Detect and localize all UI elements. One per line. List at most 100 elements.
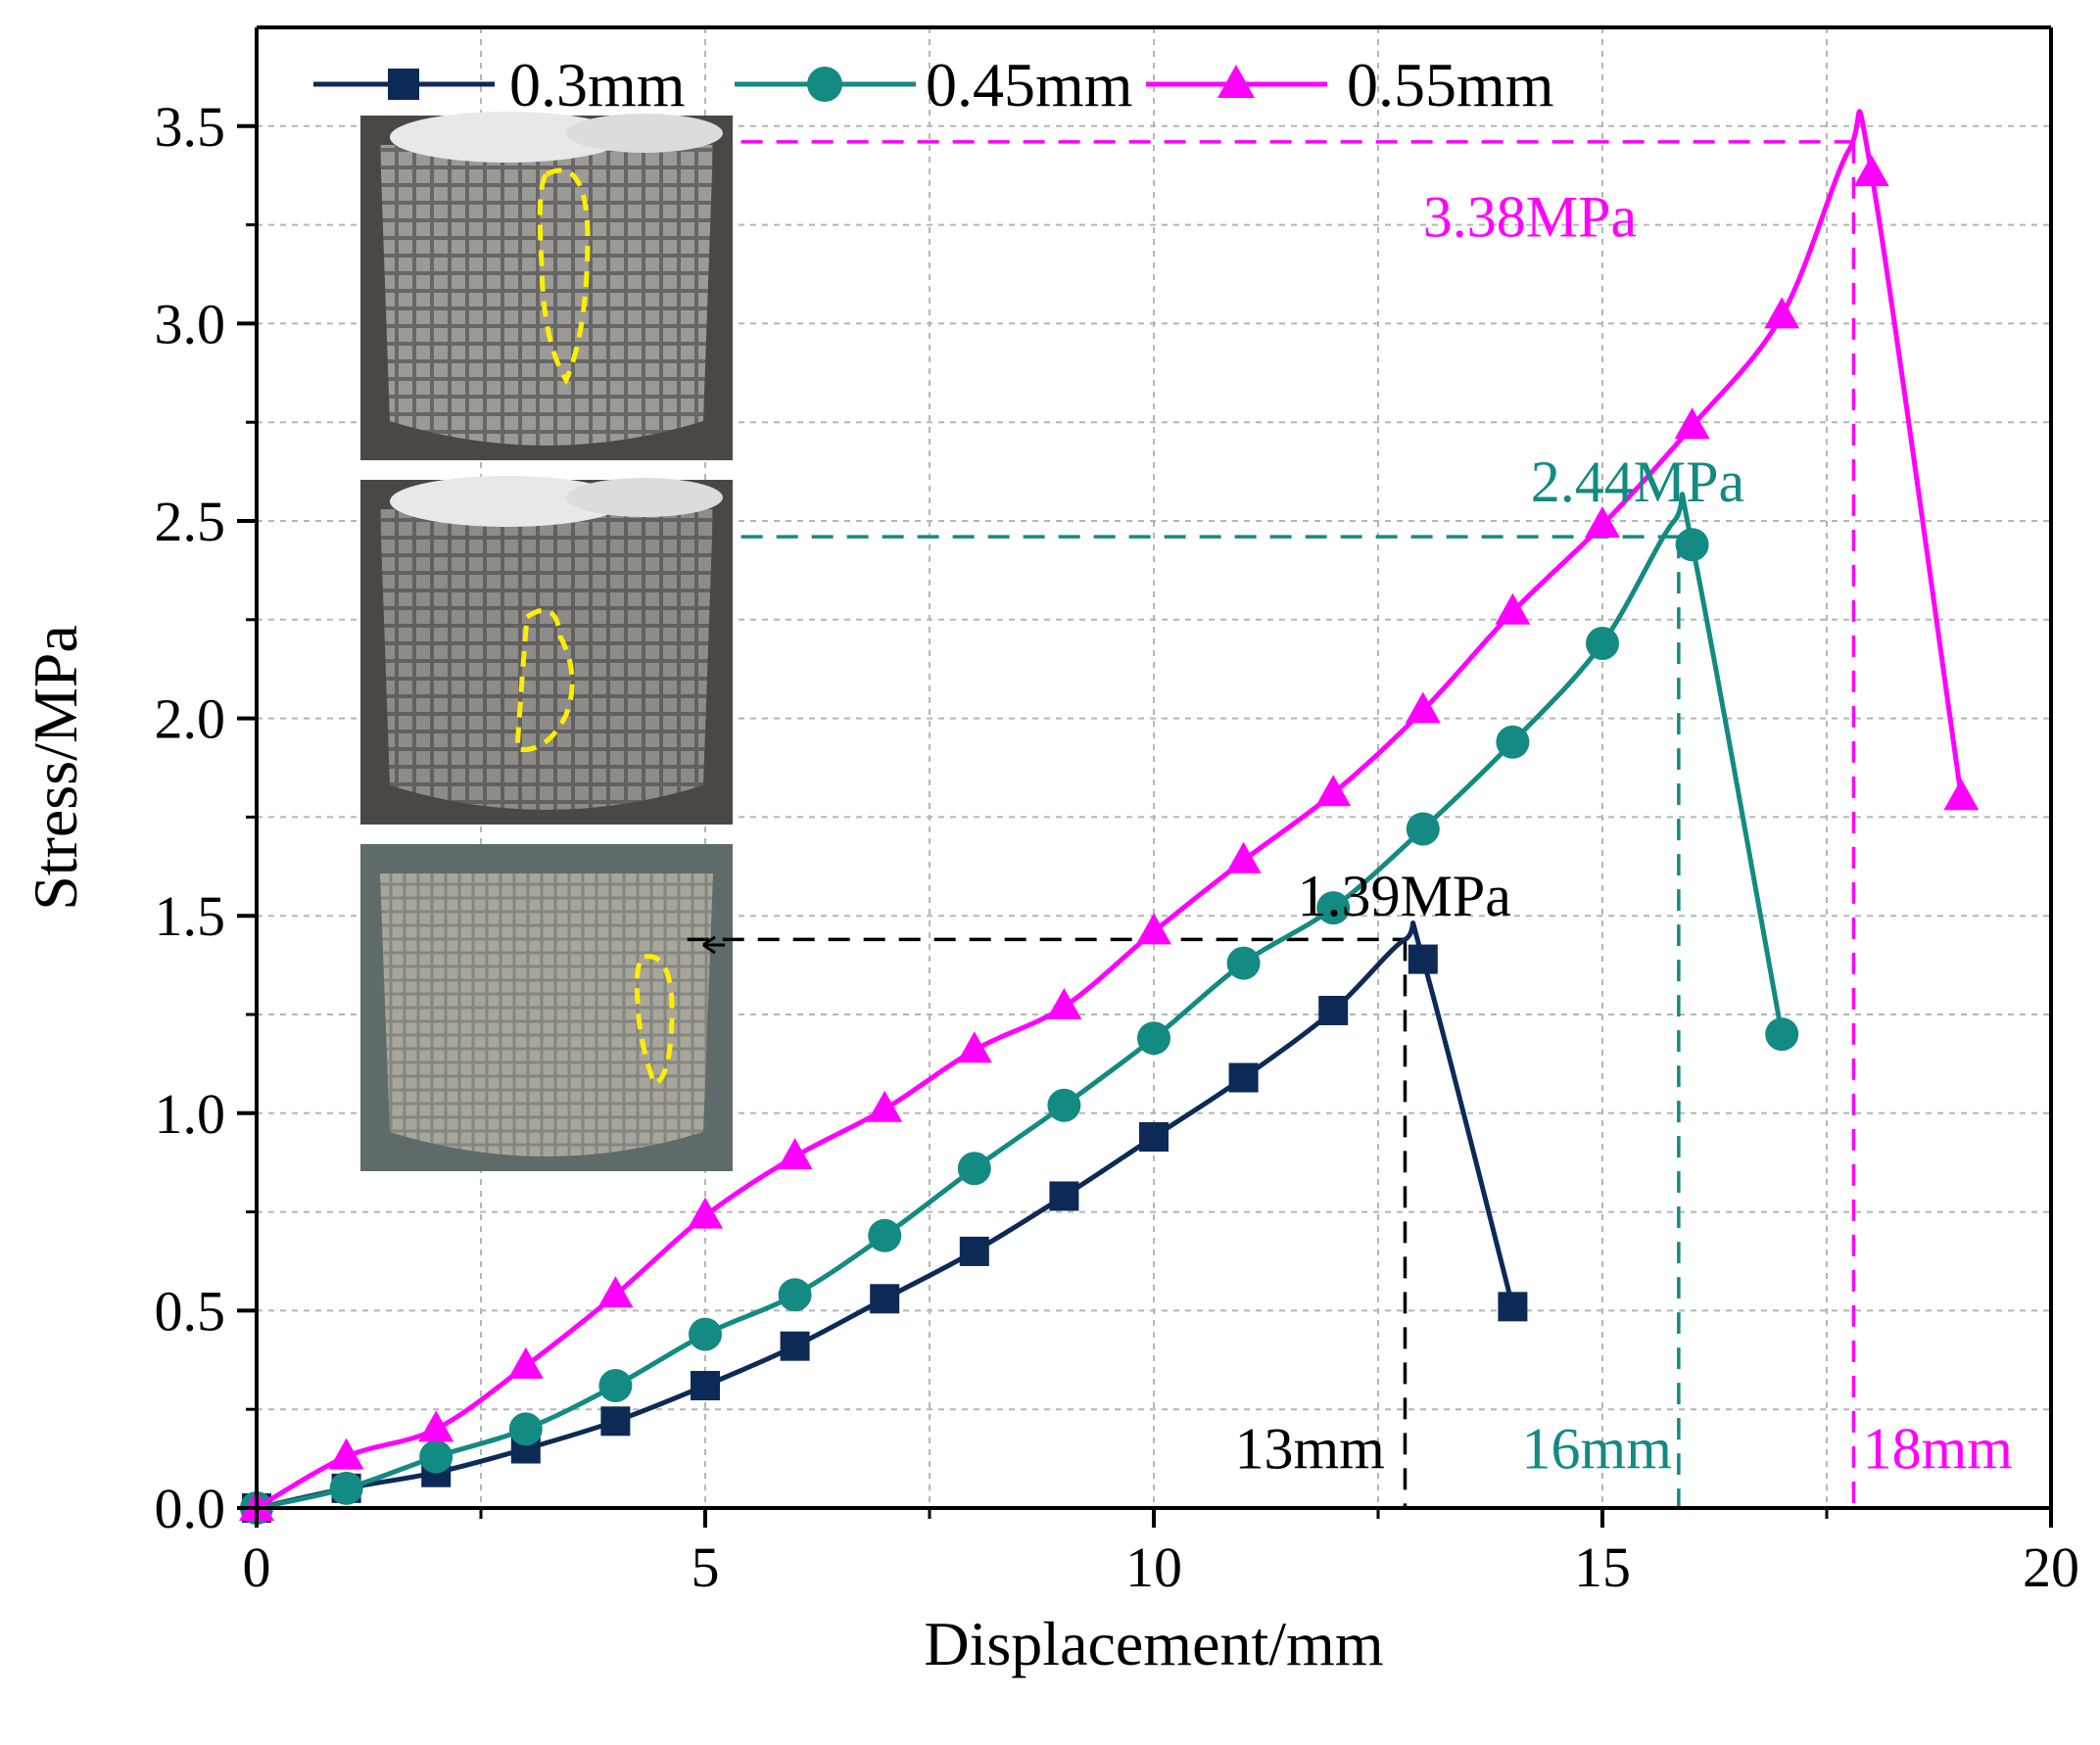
- data-point: [1316, 891, 1351, 925]
- data-point: [1675, 528, 1709, 562]
- data-point: [1585, 506, 1620, 539]
- legend-label: 0.45mm: [926, 50, 1133, 119]
- y-tick-label: 1.0: [155, 1082, 226, 1146]
- data-point: [1498, 1292, 1528, 1322]
- data-point: [1674, 407, 1710, 440]
- annotation-ann_03: 1.39MPa: [1298, 864, 1511, 928]
- legend: 0.3mm 0.45mm 0.55mm: [313, 50, 1554, 119]
- legend-marker: [388, 69, 419, 100]
- data-point: [1225, 841, 1262, 873]
- x-tick-label: 20: [2023, 1535, 2079, 1599]
- data-point: [1764, 297, 1800, 329]
- x-tick-label: 5: [692, 1535, 720, 1599]
- data-point: [957, 1152, 991, 1186]
- specimen-mesh: [380, 509, 713, 810]
- annotation-ann_18: 18mm: [1863, 1417, 2013, 1482]
- data-point: [600, 1406, 631, 1437]
- legend-item-0.3mm: 0.3mm: [313, 50, 686, 119]
- data-point: [1496, 725, 1530, 759]
- crack-outline: [634, 954, 675, 1088]
- annotation-ann_055: 3.38MPa: [1423, 185, 1637, 250]
- data-point: [419, 1439, 453, 1474]
- y-tick-label: 2.5: [155, 490, 226, 553]
- data-point: [1406, 812, 1440, 846]
- data-point: [1318, 995, 1349, 1025]
- legend-marker: [807, 67, 842, 102]
- legend-label: 0.55mm: [1347, 50, 1554, 119]
- data-point: [1049, 1181, 1079, 1211]
- data-point: [1765, 1017, 1799, 1052]
- data-point: [868, 1218, 902, 1252]
- guide-lines: [687, 140, 1856, 1508]
- specimen-top: [566, 114, 723, 153]
- grid: [257, 27, 2051, 1508]
- y-tick-label: 2.0: [155, 687, 226, 751]
- specimen-top: [390, 112, 625, 163]
- legend-label: 0.3mm: [509, 50, 686, 119]
- data-point: [691, 1371, 720, 1401]
- specimen-top: [390, 476, 625, 527]
- annotation-ann_045: 2.44MPa: [1531, 449, 1744, 514]
- data-point: [689, 1317, 722, 1351]
- data-point: [598, 1369, 633, 1403]
- y-tick-label: 0.5: [155, 1279, 226, 1343]
- data-point: [1315, 775, 1352, 807]
- series-0.45mm: [240, 492, 1799, 1525]
- y-tick-label: 1.5: [155, 884, 226, 948]
- data-point: [688, 1197, 723, 1229]
- data-point: [1047, 1088, 1081, 1122]
- data-point: [870, 1284, 900, 1314]
- series-0.3mm: [242, 920, 1528, 1523]
- data-point: [597, 1276, 634, 1308]
- specimen-mesh: [380, 145, 713, 446]
- data-point: [956, 1031, 992, 1063]
- x-tick-label: 15: [1574, 1535, 1631, 1599]
- data-point: [1943, 778, 1980, 811]
- crack-outline: [514, 607, 575, 753]
- data-point: [1405, 691, 1441, 724]
- data-point: [418, 1410, 454, 1442]
- y-axis-title: Stress/MPa: [21, 625, 90, 911]
- annotation-ann_16: 16mm: [1522, 1417, 1672, 1482]
- data-point: [1228, 1062, 1259, 1093]
- series-0.55mm: [239, 109, 1980, 1521]
- specimen-top: [566, 478, 723, 517]
- axes: 0 5 10 15 20 0.0 0.5 1.0 1.5 2.0 2.5 3.0 3.5 Displace…: [21, 25, 2079, 1678]
- data-point: [1139, 1121, 1169, 1152]
- data-point: [1853, 155, 1889, 187]
- data-point: [1226, 946, 1261, 980]
- data-point: [959, 1236, 989, 1266]
- annotation-ann_13: 13mm: [1234, 1417, 1384, 1482]
- data-point: [1137, 1021, 1170, 1056]
- inset-photo-055: [360, 112, 733, 460]
- data-point: [1136, 913, 1171, 945]
- data-point: [777, 1138, 813, 1170]
- data-point: [1495, 592, 1531, 625]
- data-point: [780, 1331, 810, 1361]
- x-tick-label: 0: [243, 1535, 271, 1599]
- inset-photo-045: [360, 476, 733, 825]
- data-point: [1586, 626, 1619, 660]
- x-axis-title: Displacement/mm: [924, 1609, 1383, 1678]
- y-tick-label: 3.5: [155, 95, 226, 159]
- legend-item-0.55mm: 0.55mm: [1146, 50, 1554, 119]
- y-tick-label: 3.0: [155, 292, 226, 355]
- annotations: 1.39MPa 2.44MPa 3.38MPa 13mm 16mm 18mm: [1234, 185, 2013, 1482]
- data-point: [1408, 944, 1438, 974]
- y-tick-label: 0.0: [155, 1477, 226, 1540]
- data-point: [507, 1346, 544, 1379]
- data-point: [778, 1278, 812, 1312]
- data-point: [1046, 987, 1082, 1019]
- legend-item-0.45mm: 0.45mm: [735, 50, 1133, 119]
- data-point: [867, 1090, 903, 1122]
- data-point: [328, 1438, 364, 1470]
- crack-outline: [537, 167, 591, 386]
- x-tick-label: 10: [1125, 1535, 1182, 1599]
- legend-marker: [1217, 65, 1255, 98]
- arrow-marker: [702, 935, 725, 955]
- specimen-mesh: [380, 873, 713, 1156]
- data-point: [508, 1412, 543, 1446]
- inset-photo-03: [360, 844, 733, 1171]
- data-point: [329, 1471, 363, 1505]
